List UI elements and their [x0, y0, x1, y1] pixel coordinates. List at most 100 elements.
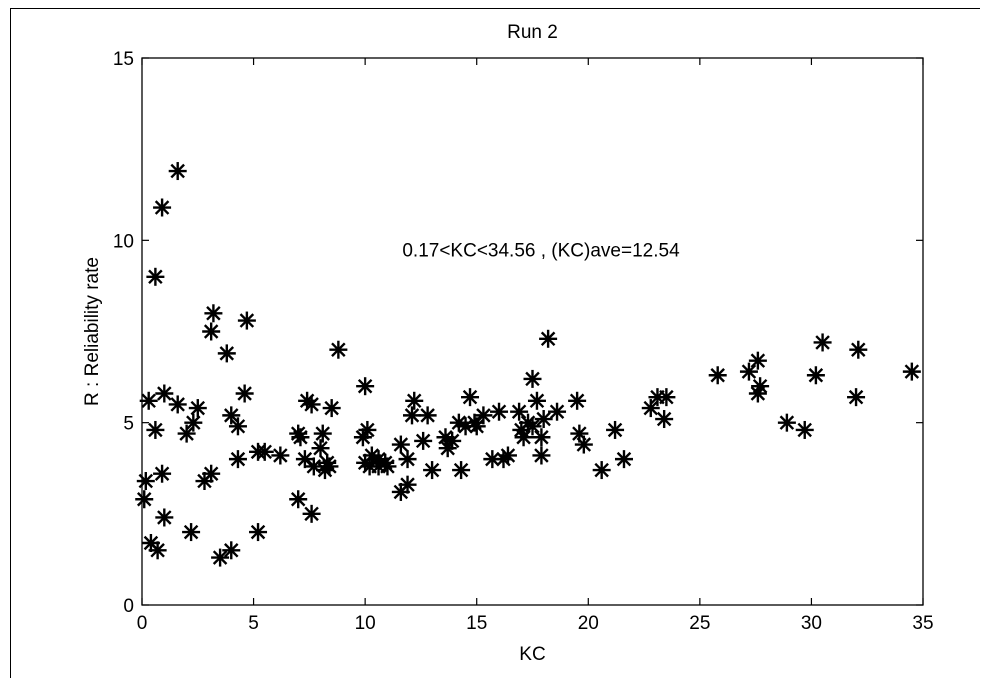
data-point	[708, 366, 727, 385]
x-tick-label: 0	[137, 613, 148, 634]
y-tick-label: 15	[113, 49, 134, 70]
x-tick-label: 10	[355, 613, 376, 634]
data-point	[168, 395, 187, 414]
data-point	[467, 417, 486, 436]
axis-ticks	[141, 57, 924, 606]
data-point	[228, 450, 247, 469]
data-point	[217, 344, 236, 363]
data-point	[291, 428, 310, 447]
data-point	[228, 417, 247, 436]
data-point	[202, 464, 221, 483]
x-tick-label: 35	[912, 613, 933, 634]
data-point	[271, 446, 290, 465]
data-point	[182, 523, 201, 542]
data-point	[490, 402, 509, 421]
data-point	[606, 420, 625, 439]
data-point	[748, 351, 767, 370]
data-point	[418, 406, 437, 425]
data-point	[356, 377, 375, 396]
data-point	[188, 399, 207, 418]
data-point	[847, 388, 866, 407]
data-point	[155, 508, 174, 527]
data-point	[806, 366, 825, 385]
data-point	[177, 424, 196, 443]
data-point	[614, 450, 633, 469]
data-point	[739, 362, 758, 381]
data-point	[168, 162, 187, 181]
data-point	[641, 399, 660, 418]
data-point	[302, 395, 321, 414]
data-point	[532, 428, 551, 447]
data-point	[398, 450, 417, 469]
data-point	[405, 391, 424, 410]
data-point	[514, 428, 533, 447]
data-point	[403, 406, 422, 425]
data-point	[358, 420, 377, 439]
data-point	[655, 410, 674, 429]
data-point	[751, 377, 770, 396]
data-point	[148, 541, 167, 560]
data-point	[574, 435, 593, 454]
x-tick-label: 20	[578, 613, 599, 634]
data-point	[320, 457, 339, 476]
data-point	[237, 311, 256, 330]
x-tick-label: 30	[801, 613, 822, 634]
data-point	[474, 406, 493, 425]
data-point	[568, 391, 587, 410]
data-point	[302, 504, 321, 523]
data-points	[135, 162, 921, 567]
x-axis-label: KC	[519, 644, 545, 665]
data-point	[849, 340, 868, 359]
data-point	[657, 388, 676, 407]
data-point	[398, 475, 417, 494]
data-point	[378, 457, 397, 476]
data-point	[414, 431, 433, 450]
plot-area	[141, 57, 924, 606]
data-point	[311, 439, 330, 458]
data-point	[523, 369, 542, 388]
data-point	[184, 413, 203, 432]
x-tick-label: 15	[466, 613, 487, 634]
data-point	[153, 198, 172, 217]
data-point	[235, 384, 254, 403]
data-point	[592, 461, 611, 480]
figure-frame	[10, 8, 980, 678]
data-point	[211, 548, 230, 567]
data-point	[452, 461, 471, 480]
data-point	[443, 431, 462, 450]
data-point	[222, 541, 241, 560]
y-tick-label: 5	[123, 414, 134, 435]
data-point	[289, 490, 308, 509]
data-point	[813, 333, 832, 352]
data-point	[532, 446, 551, 465]
data-point	[202, 322, 221, 341]
data-point	[255, 442, 274, 461]
y-tick-label: 0	[123, 596, 134, 617]
data-point	[527, 391, 546, 410]
tick-labels: 0 5 10 15 20 25 30 35 0 5 10 15	[113, 49, 934, 634]
data-point	[155, 384, 174, 403]
data-point	[498, 446, 517, 465]
data-point	[539, 329, 558, 348]
data-point	[222, 406, 241, 425]
y-axis-label: R : Reliability rate	[82, 257, 103, 406]
data-point	[249, 523, 268, 542]
data-point	[534, 410, 553, 429]
data-point	[523, 417, 542, 436]
data-point	[795, 420, 814, 439]
data-point	[153, 464, 172, 483]
data-point	[329, 340, 348, 359]
data-point	[777, 413, 796, 432]
data-point	[423, 461, 442, 480]
y-tick-label: 10	[113, 231, 134, 252]
range-annotation: 0.17<KC<34.56 , (KC)ave=12.54	[402, 240, 680, 261]
data-point	[510, 402, 529, 421]
data-point	[548, 402, 567, 421]
data-point	[322, 399, 341, 418]
data-point	[135, 490, 154, 509]
data-point	[146, 420, 165, 439]
x-tick-label: 25	[689, 613, 710, 634]
data-point	[139, 391, 158, 410]
data-point	[391, 435, 410, 454]
